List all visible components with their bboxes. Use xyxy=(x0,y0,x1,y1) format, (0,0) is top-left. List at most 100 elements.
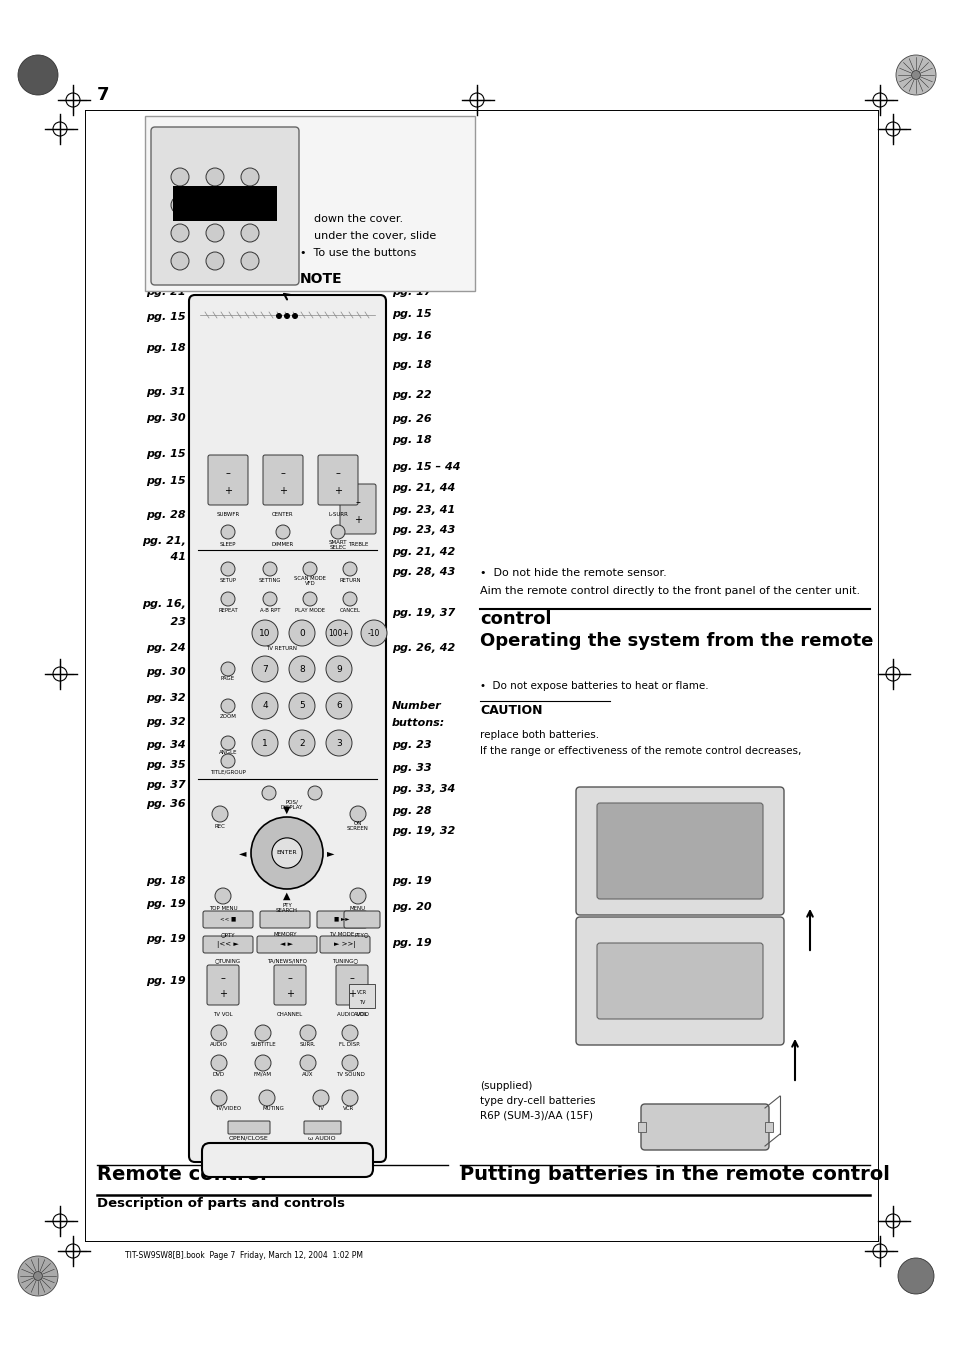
FancyBboxPatch shape xyxy=(189,295,386,1162)
Text: Number: Number xyxy=(392,701,441,711)
Text: TV VOL: TV VOL xyxy=(213,1012,233,1017)
Text: 3: 3 xyxy=(335,739,341,747)
Circle shape xyxy=(252,657,277,682)
Text: 10: 10 xyxy=(259,628,271,638)
FancyBboxPatch shape xyxy=(208,455,248,505)
Text: POS/
DISPLAY: POS/ DISPLAY xyxy=(280,800,303,811)
Text: TOP MENU: TOP MENU xyxy=(209,905,237,911)
Text: SUBTITLE: SUBTITLE xyxy=(250,1042,275,1047)
Text: pg. 19, 32: pg. 19, 32 xyxy=(392,825,455,836)
Text: pg. 26: pg. 26 xyxy=(392,413,431,424)
Circle shape xyxy=(276,313,281,319)
FancyBboxPatch shape xyxy=(317,455,357,505)
Text: +: + xyxy=(354,515,361,526)
Circle shape xyxy=(221,592,234,607)
Circle shape xyxy=(206,253,224,270)
Circle shape xyxy=(254,1025,271,1042)
Text: +: + xyxy=(224,486,232,496)
Text: replace both batteries.: replace both batteries. xyxy=(479,730,598,740)
Text: •  To use the buttons: • To use the buttons xyxy=(299,249,416,258)
Circle shape xyxy=(275,526,290,539)
FancyBboxPatch shape xyxy=(203,911,253,928)
Circle shape xyxy=(241,224,258,242)
Text: pg. 32: pg. 32 xyxy=(146,717,186,727)
Text: MENU: MENU xyxy=(350,905,366,911)
Text: 41: 41 xyxy=(154,553,186,562)
Text: pg. 16: pg. 16 xyxy=(392,331,431,340)
Circle shape xyxy=(263,562,276,576)
FancyBboxPatch shape xyxy=(349,984,375,1008)
Circle shape xyxy=(299,1025,315,1042)
Text: CHANNEL: CHANNEL xyxy=(276,1012,303,1017)
Text: down the cover.: down the cover. xyxy=(299,213,403,224)
Text: pg. 22: pg. 22 xyxy=(392,390,431,400)
Circle shape xyxy=(303,592,316,607)
Text: pg. 15: pg. 15 xyxy=(146,476,186,486)
Text: ► >>|: ► >>| xyxy=(334,940,355,947)
Text: L-SURR: L-SURR xyxy=(328,512,348,517)
Text: NOTE: NOTE xyxy=(299,272,342,286)
Text: TV RETURN: TV RETURN xyxy=(266,646,297,650)
Circle shape xyxy=(326,657,352,682)
Circle shape xyxy=(258,1090,274,1106)
Text: pg. 30: pg. 30 xyxy=(146,667,186,677)
Text: CAUTION: CAUTION xyxy=(479,704,542,717)
Text: pg. 19: pg. 19 xyxy=(392,938,431,948)
Circle shape xyxy=(343,592,356,607)
FancyBboxPatch shape xyxy=(207,965,239,1005)
Text: -10: -10 xyxy=(368,628,380,638)
Text: pg. 20: pg. 20 xyxy=(392,902,431,912)
Text: SMART
SELEC: SMART SELEC xyxy=(329,539,347,550)
Text: TUNING○: TUNING○ xyxy=(332,958,357,963)
Text: A-B RPT: A-B RPT xyxy=(259,608,280,613)
Text: –: – xyxy=(355,497,360,507)
Text: |<< ►: |<< ► xyxy=(217,940,238,947)
Circle shape xyxy=(289,620,314,646)
Text: MEMORY: MEMORY xyxy=(273,932,296,938)
Text: 7: 7 xyxy=(262,665,268,674)
Circle shape xyxy=(299,1055,315,1071)
Text: pg. 18: pg. 18 xyxy=(146,875,186,886)
Text: pg. 36: pg. 36 xyxy=(146,798,186,809)
FancyBboxPatch shape xyxy=(576,917,783,1046)
Circle shape xyxy=(18,1256,58,1296)
Bar xyxy=(638,1121,645,1132)
Text: 9: 9 xyxy=(335,665,341,674)
Text: 5: 5 xyxy=(299,701,305,711)
Circle shape xyxy=(341,1025,357,1042)
Text: pg. 30: pg. 30 xyxy=(146,413,186,423)
Text: –: – xyxy=(225,467,231,478)
Circle shape xyxy=(211,1090,227,1106)
Text: ANGLE: ANGLE xyxy=(218,751,237,755)
FancyBboxPatch shape xyxy=(576,788,783,915)
Text: pg. 23, 41: pg. 23, 41 xyxy=(392,505,455,515)
Circle shape xyxy=(252,693,277,719)
Circle shape xyxy=(252,620,277,646)
Text: ◄: ◄ xyxy=(239,848,247,858)
FancyBboxPatch shape xyxy=(316,911,367,928)
Circle shape xyxy=(343,562,356,576)
Text: pg. 15 – 44: pg. 15 – 44 xyxy=(392,462,460,471)
Text: RETURN: RETURN xyxy=(339,578,360,584)
FancyBboxPatch shape xyxy=(304,1121,340,1133)
Text: 7: 7 xyxy=(97,86,110,104)
Circle shape xyxy=(360,620,387,646)
Circle shape xyxy=(206,196,224,213)
Text: under the cover, slide: under the cover, slide xyxy=(299,231,436,240)
Text: +: + xyxy=(286,989,294,998)
Text: MUTING: MUTING xyxy=(263,1105,285,1111)
Circle shape xyxy=(171,224,189,242)
Circle shape xyxy=(221,754,234,767)
Text: buttons:: buttons: xyxy=(392,717,445,728)
FancyBboxPatch shape xyxy=(263,455,303,505)
Text: SLEEP: SLEEP xyxy=(219,543,236,547)
Circle shape xyxy=(251,817,323,889)
Text: FL DISP.: FL DISP. xyxy=(339,1042,360,1047)
Circle shape xyxy=(341,1090,357,1106)
Text: ►: ► xyxy=(327,848,335,858)
Circle shape xyxy=(171,196,189,213)
Text: –: – xyxy=(220,973,225,984)
Text: AUX: AUX xyxy=(302,1071,314,1077)
Text: type dry-cell batteries: type dry-cell batteries xyxy=(479,1096,595,1106)
Text: pg. 21, 44: pg. 21, 44 xyxy=(392,484,455,493)
